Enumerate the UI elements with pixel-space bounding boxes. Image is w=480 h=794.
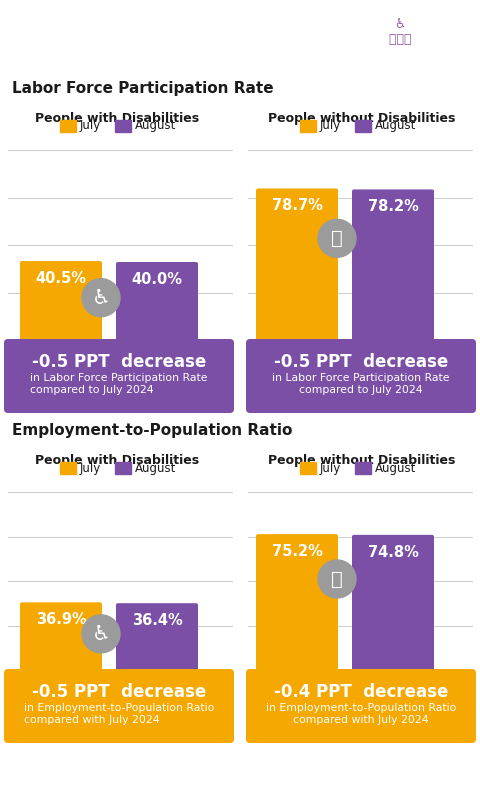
Text: in Labor Force Participation Rate
compared to July 2024: in Labor Force Participation Rate compar…	[30, 373, 208, 395]
Text: August: August	[135, 461, 176, 475]
Text: People without Disabilities: People without Disabilities	[268, 454, 456, 467]
Text: People with Disabilities: People with Disabilities	[35, 454, 199, 467]
Text: in Labor Force Participation Rate
compared to July 2024: in Labor Force Participation Rate compar…	[272, 373, 450, 395]
Text: 40.5%: 40.5%	[36, 271, 86, 286]
Text: People without Disabilities: People without Disabilities	[268, 112, 456, 125]
Text: = Percentage Point: = Percentage Point	[36, 780, 136, 790]
Text: 🧍: 🧍	[331, 229, 343, 248]
Text: 36.4%: 36.4%	[132, 613, 182, 628]
FancyBboxPatch shape	[256, 534, 338, 672]
Text: -0.5 PPT  decrease: -0.5 PPT decrease	[274, 353, 448, 371]
Text: in Employment-to-Population Ratio
compared with July 2024: in Employment-to-Population Ratio compar…	[24, 703, 214, 725]
Text: 40.0%: 40.0%	[132, 272, 182, 287]
Text: 78.2%: 78.2%	[368, 199, 419, 214]
Bar	[115, 462, 131, 474]
Text: July: July	[320, 461, 341, 475]
Text: July 2024 to August 2024: July 2024 to August 2024	[10, 12, 264, 30]
Text: September National Trends In Disability Employment Report (nTIDE): September National Trends In Disability …	[62, 765, 418, 775]
Text: 78.7%: 78.7%	[272, 198, 323, 214]
Text: Employment-to-Population Ratio: Employment-to-Population Ratio	[12, 422, 292, 437]
Bar	[300, 462, 316, 474]
Text: July: July	[320, 120, 341, 133]
FancyBboxPatch shape	[20, 261, 102, 342]
Text: July: July	[80, 120, 101, 133]
Text: ♿
🧑‍🤝‍🧑: ♿ 🧑‍🤝‍🧑	[389, 18, 411, 46]
FancyBboxPatch shape	[116, 262, 198, 342]
Bar	[355, 120, 371, 132]
Text: nTIDE: nTIDE	[355, 24, 401, 38]
Text: Source:: Source:	[10, 752, 55, 762]
Text: 74.8%: 74.8%	[368, 545, 419, 560]
Text: July: July	[80, 461, 101, 475]
FancyBboxPatch shape	[116, 603, 198, 672]
FancyBboxPatch shape	[256, 188, 338, 342]
FancyBboxPatch shape	[246, 339, 476, 413]
Bar	[300, 120, 316, 132]
Bar	[60, 120, 76, 132]
FancyBboxPatch shape	[352, 190, 434, 342]
Text: -0.5 PPT  decrease: -0.5 PPT decrease	[32, 683, 206, 701]
FancyBboxPatch shape	[4, 339, 234, 413]
Text: People with Disabilities: People with Disabilities	[35, 112, 199, 125]
Circle shape	[82, 615, 120, 653]
Text: in Employment-to-Population Ratio
compared with July 2024: in Employment-to-Population Ratio compar…	[266, 703, 456, 725]
FancyBboxPatch shape	[20, 603, 102, 672]
Text: Labor Force Participation Rate: Labor Force Participation Rate	[12, 80, 274, 95]
Bar	[115, 120, 131, 132]
Text: 36.9%: 36.9%	[36, 612, 86, 627]
Circle shape	[82, 279, 120, 317]
Text: Month-to-Month Comparison: Month-to-Month Comparison	[10, 48, 180, 61]
FancyBboxPatch shape	[352, 535, 434, 672]
Text: -0.4 PPT  decrease: -0.4 PPT decrease	[274, 683, 448, 701]
Text: -0.5 PPT  decrease: -0.5 PPT decrease	[32, 353, 206, 371]
Text: *PPT: *PPT	[10, 780, 38, 790]
Text: National Trends In Disability Employment: National Trends In Disability Employment	[10, 34, 254, 47]
Circle shape	[386, 18, 414, 46]
FancyBboxPatch shape	[4, 669, 234, 743]
Text: August: August	[375, 120, 416, 133]
Circle shape	[318, 219, 356, 257]
Text: ♿: ♿	[92, 624, 110, 644]
Bar	[60, 462, 76, 474]
Text: 75.2%: 75.2%	[272, 544, 323, 559]
Text: Kessler Foundation and the University of New Hampshire Institute on Disability: Kessler Foundation and the University of…	[53, 752, 465, 762]
Circle shape	[318, 560, 356, 598]
Text: August: August	[375, 461, 416, 475]
Text: August: August	[135, 120, 176, 133]
Text: September National Trends In Disability Employment Report (nTIDE): September National Trends In Disability …	[0, 765, 188, 775]
FancyBboxPatch shape	[246, 669, 476, 743]
Text: 🧍: 🧍	[331, 569, 343, 588]
Bar	[355, 462, 371, 474]
Text: ♿: ♿	[92, 287, 110, 308]
